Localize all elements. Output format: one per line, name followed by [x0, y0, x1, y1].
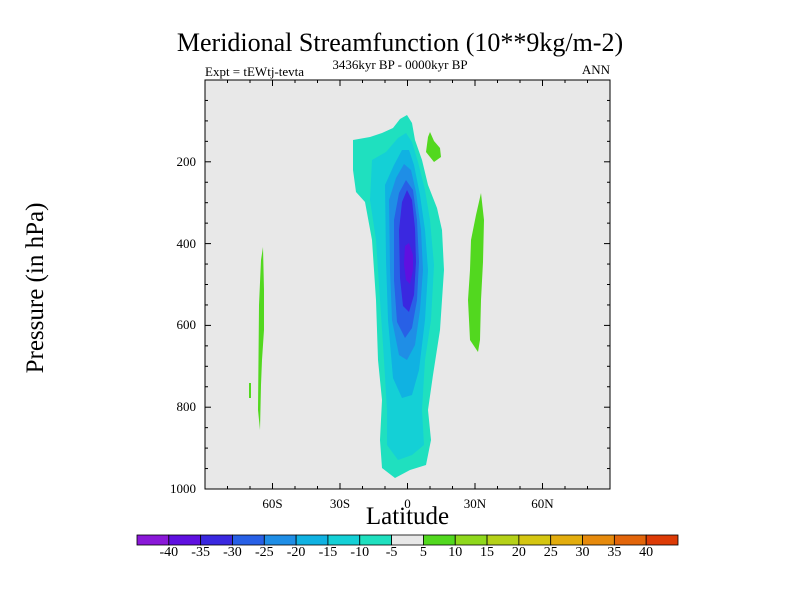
colorbar-swatch: [518, 534, 552, 546]
contour-plus5-60S: [258, 247, 264, 430]
colorbar-swatch: [327, 534, 361, 546]
contour-plus5-18N: [426, 132, 441, 162]
x-tick-label: 0: [404, 496, 411, 511]
left-subtitle: Expt = tEWtj-tevta: [205, 64, 305, 79]
x-tick-label: 30S: [329, 496, 351, 511]
colorbar-label: 5: [419, 545, 427, 560]
y-tick-label: 800: [176, 399, 197, 415]
colorbar-label: -35: [191, 545, 210, 560]
y-tick-label: 200: [176, 153, 197, 169]
right-subtitle: ANN: [581, 62, 610, 77]
colorbar: [136, 534, 679, 546]
contour-plus5-30N: [468, 193, 484, 352]
colorbar-label: -25: [254, 545, 274, 560]
x-axis-label: Latitude: [365, 503, 450, 530]
y-tick-label: 400: [176, 235, 197, 251]
colorbar-swatch: [200, 534, 233, 546]
contour-plus5-60S-speck: [249, 383, 251, 398]
colorbar-label: 35: [607, 545, 622, 560]
axis-ticks: [204, 80, 611, 490]
colorbar-swatch: [423, 534, 456, 546]
colorbar-label: 40: [639, 545, 654, 560]
contour-minus35: [404, 243, 413, 284]
colorbar-label: -20: [286, 545, 306, 560]
colorbar-label: 30: [575, 545, 590, 560]
colorbar-swatch: [582, 534, 615, 546]
colorbar-label: -5: [385, 545, 398, 560]
chart-title: Meridional Streamfunction (10**9kg/m-2): [176, 28, 624, 57]
y-axis-label: Pressure (in hPa): [22, 202, 49, 374]
center-subtitle: 3436kyr BP - 0000kyr BP: [332, 57, 468, 72]
colorbar-swatch: [391, 534, 424, 546]
colorbar-swatch: [613, 534, 647, 546]
contour-fills: [249, 115, 484, 478]
colorbar-label: 20: [511, 545, 526, 560]
x-tick-label: 60S: [262, 496, 283, 511]
colorbar-label: -15: [318, 545, 338, 560]
colorbar-swatch: [645, 534, 679, 546]
y-tick-label: 600: [176, 317, 197, 333]
colorbar-swatch: [550, 534, 583, 546]
colorbar-label: -10: [350, 545, 370, 560]
x-tick-label: 30N: [463, 496, 487, 511]
colorbar-label: 15: [480, 545, 495, 560]
colorbar-swatch: [168, 534, 202, 546]
colorbar-label: 25: [543, 545, 558, 560]
colorbar-swatch: [136, 534, 170, 546]
colorbar-swatch: [486, 534, 520, 546]
colorbar-swatch: [295, 534, 329, 546]
y-tick-label: 1000: [170, 481, 196, 496]
colorbar-swatch: [359, 534, 392, 546]
colorbar-swatch: [454, 534, 488, 546]
colorbar-swatch: [232, 534, 265, 546]
colorbar-label: -30: [223, 545, 242, 560]
colorbar-label: 10: [448, 545, 463, 560]
colorbar-swatch: [263, 534, 297, 546]
x-tick-label: 60N: [531, 496, 554, 511]
colorbar-label: -40: [159, 545, 179, 560]
